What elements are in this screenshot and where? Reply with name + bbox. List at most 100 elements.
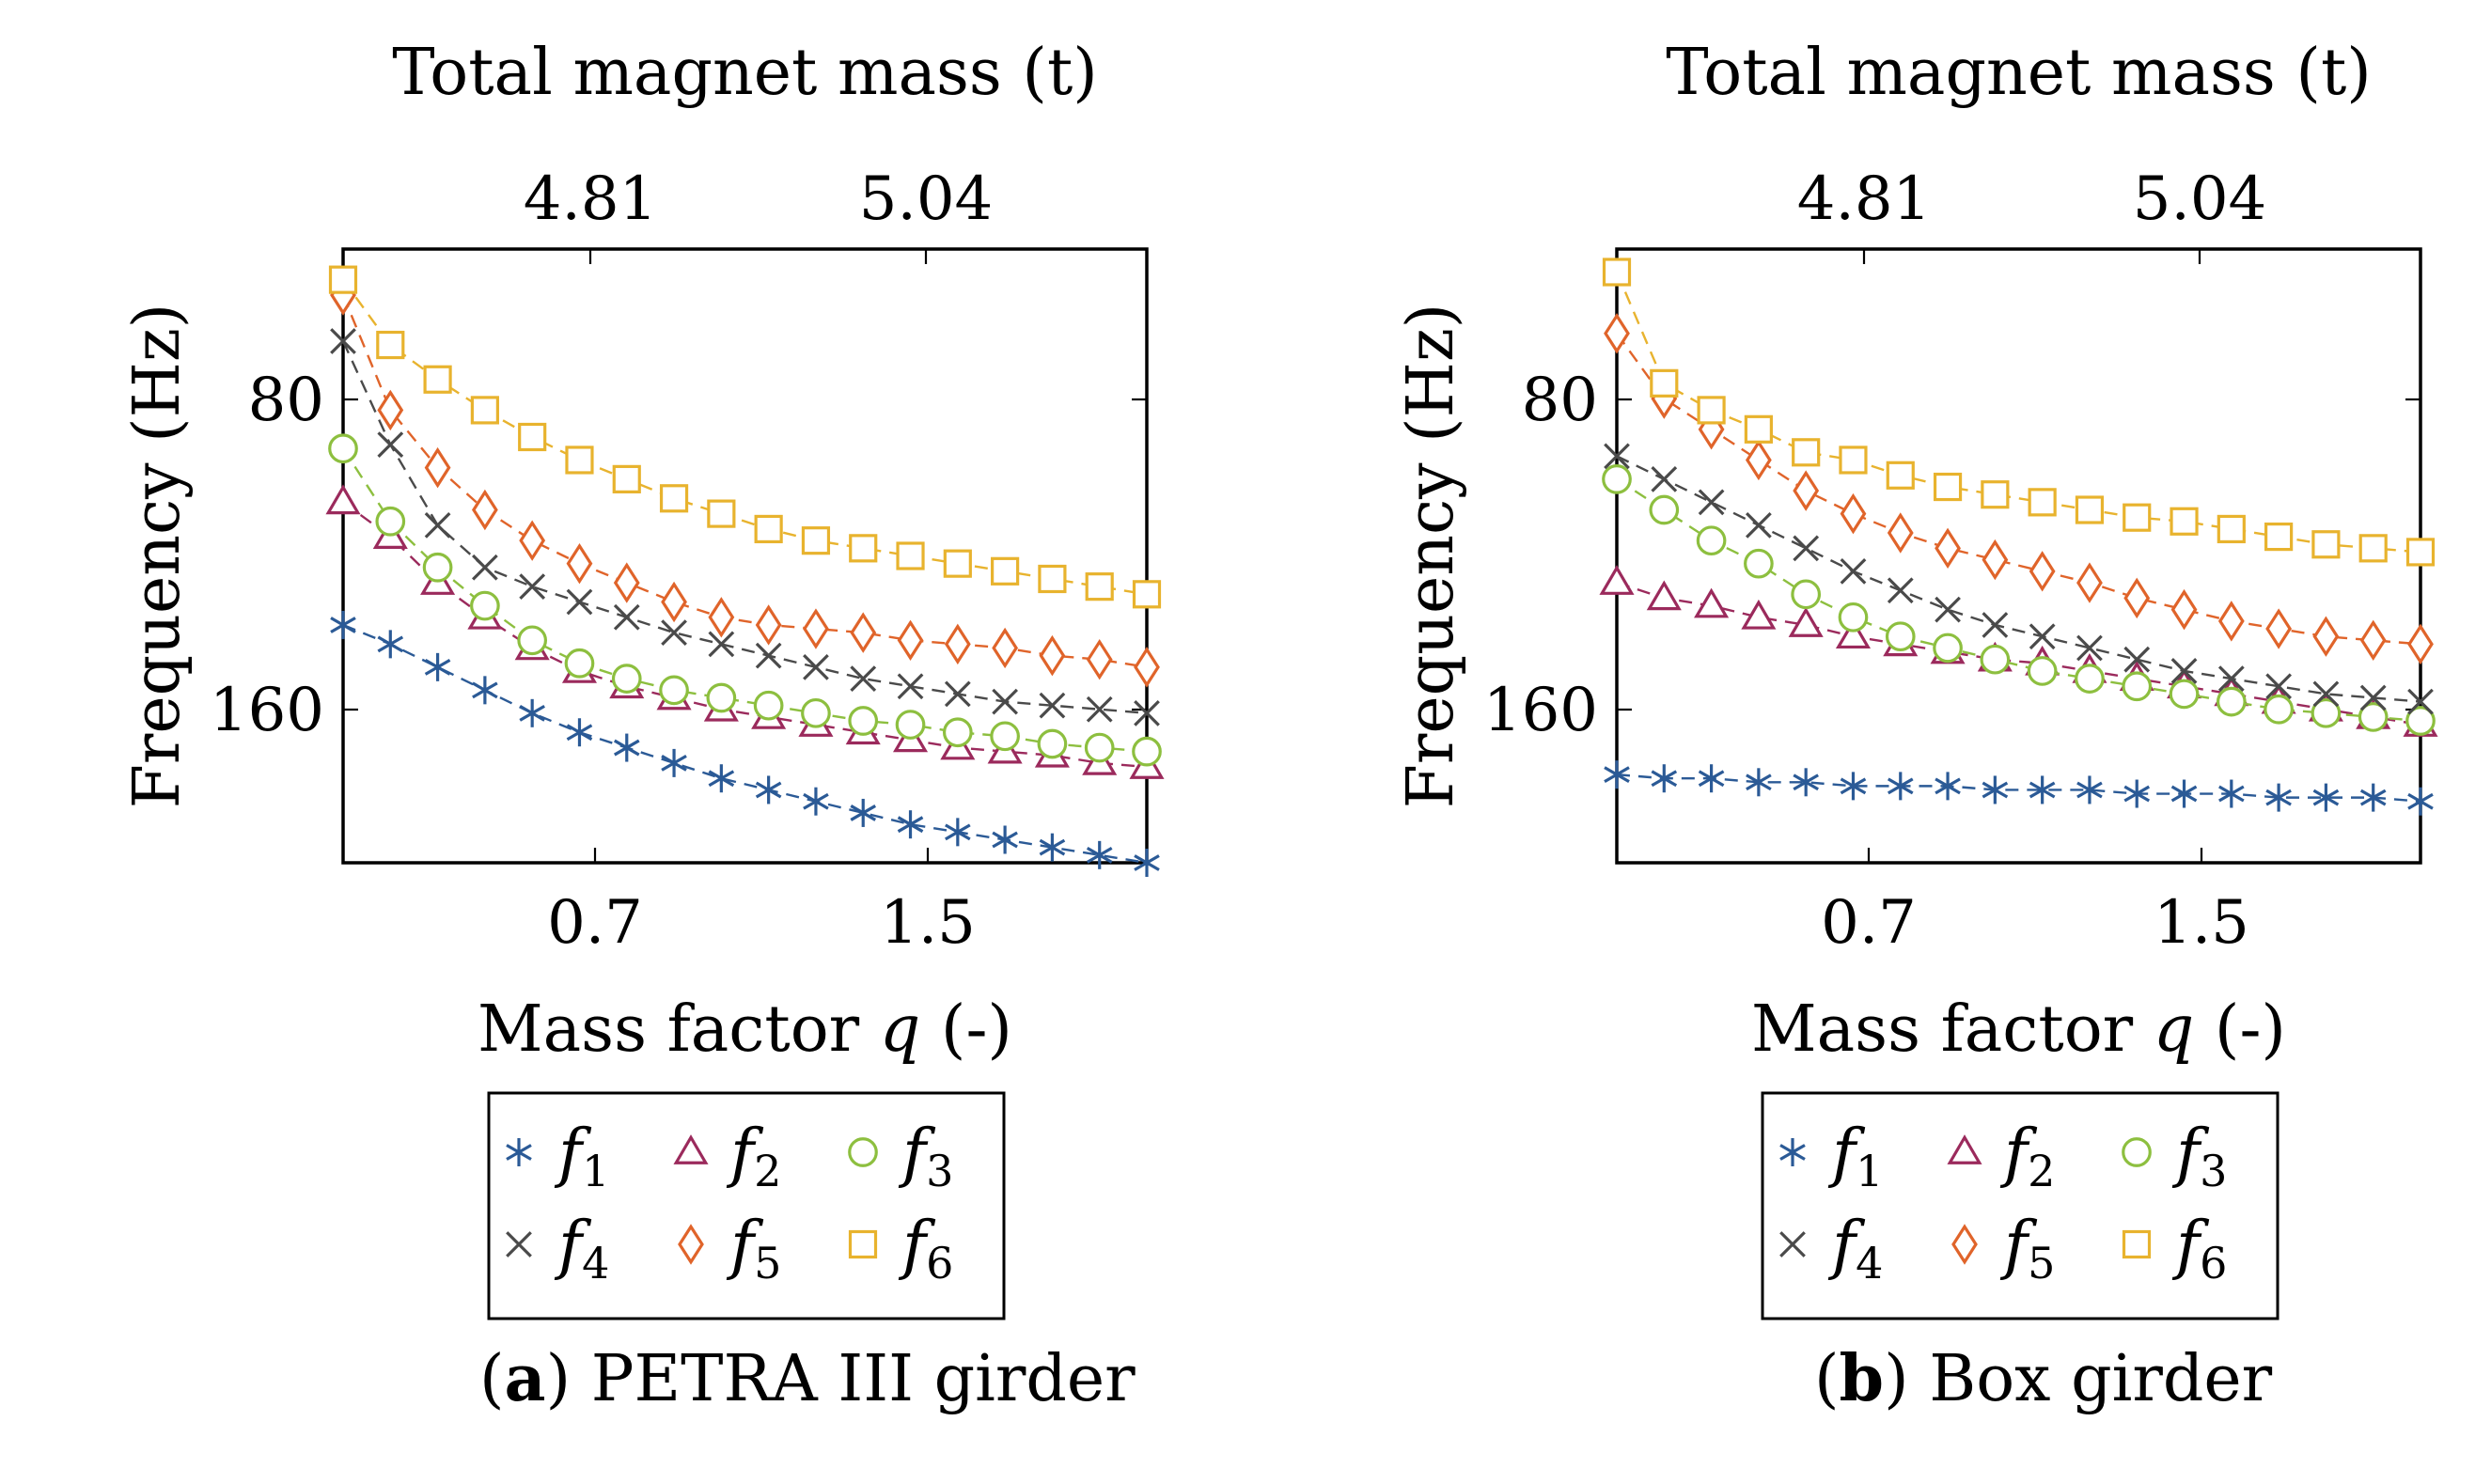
- data-point: [661, 619, 687, 647]
- data-point: [1793, 768, 1819, 797]
- data-point: [2264, 522, 2294, 552]
- series-f5: [1604, 313, 2434, 665]
- data-point: [2358, 702, 2389, 732]
- data-point: [1840, 557, 1867, 585]
- data-point: [613, 562, 640, 603]
- data-point: [1651, 764, 1678, 793]
- y-tick-label: 160: [210, 676, 324, 745]
- data-point: [1744, 414, 1773, 444]
- legend-marker: [1947, 1134, 1982, 1164]
- data-point: [1134, 849, 1160, 877]
- series-f2: [325, 484, 1165, 779]
- data-point: [472, 554, 498, 581]
- data-point: [2407, 688, 2434, 715]
- data-point: [944, 680, 971, 708]
- data-point: [992, 825, 1018, 854]
- data-point: [992, 627, 1019, 669]
- data-point: [2407, 623, 2434, 665]
- series-line: [1616, 773, 2421, 803]
- chart-panel-b: 80 160 0.7 1.5 4.81 5.04 Total magnet mass (t)…: [1394, 36, 2438, 1416]
- data-point: [2311, 530, 2341, 559]
- series-f6: [328, 265, 1162, 609]
- series-f2: [1599, 565, 2438, 737]
- series-f1: [1604, 760, 2434, 816]
- series-line: [1615, 272, 2421, 554]
- data-point: [1745, 439, 1772, 481]
- data-point: [2123, 646, 2151, 673]
- data-point: [566, 718, 593, 747]
- data-point: [566, 542, 593, 585]
- data-point: [1694, 587, 1730, 618]
- data-point: [2169, 679, 2200, 710]
- data-point: [755, 642, 782, 669]
- data-point: [1887, 577, 1914, 604]
- data-point: [470, 396, 499, 425]
- data-point: [1604, 760, 1630, 789]
- data-point: [803, 653, 829, 680]
- data-point: [945, 818, 971, 847]
- data-point: [944, 623, 971, 665]
- data-point: [1084, 732, 1115, 763]
- data-point: [2265, 608, 2293, 649]
- legend-marker: [848, 1137, 878, 1167]
- series-line: [342, 623, 1148, 865]
- data-point: [517, 625, 548, 656]
- data-point: [472, 676, 498, 705]
- legend-box: [1761, 1091, 2280, 1320]
- data-point: [611, 664, 642, 694]
- series-line: [341, 447, 1148, 753]
- x-tick-label: 0.7: [547, 888, 643, 958]
- data-point: [422, 552, 453, 583]
- series-f6: [1602, 258, 2436, 567]
- series-f4: [330, 328, 1160, 726]
- data-point: [1741, 599, 1777, 630]
- legend-marker: [2122, 1229, 2152, 1259]
- data-point: [2029, 775, 2056, 804]
- y-tick-label: 160: [1483, 676, 1598, 745]
- legend-label: f3: [898, 1117, 953, 1196]
- chart-panel-a: 80 160 0.7 1.5 4.81 5.04 Total magnet mass (t)…: [120, 36, 1165, 1416]
- x-axis-title: Mass factor q (-): [1751, 992, 2286, 1067]
- data-point: [1039, 634, 1066, 677]
- data-point: [424, 446, 451, 489]
- data-point: [1887, 772, 1914, 801]
- data-point: [328, 433, 358, 464]
- data-point: [1793, 535, 1820, 562]
- data-point: [1982, 612, 2009, 638]
- data-point: [1980, 644, 2011, 675]
- data-point: [2076, 634, 2103, 662]
- subfigure-caption: (b) Box girder: [1814, 1341, 2273, 1416]
- data-point: [613, 733, 640, 762]
- data-point: [2311, 697, 2342, 728]
- data-point: [2312, 783, 2340, 812]
- data-point: [2359, 783, 2387, 812]
- data-point: [659, 484, 689, 513]
- data-point: [1134, 699, 1160, 726]
- data-point: [661, 748, 687, 777]
- data-point: [1788, 607, 1824, 637]
- y-tick-label: 80: [1522, 366, 1598, 435]
- data-point: [1746, 768, 1772, 797]
- data-point: [1886, 461, 1915, 490]
- data-point: [1602, 258, 1632, 287]
- data-point: [2405, 706, 2436, 736]
- data-point: [1649, 494, 1680, 525]
- data-point: [1650, 368, 1679, 398]
- x-tick-label: 1.5: [880, 888, 976, 958]
- data-point: [897, 619, 924, 662]
- data-point: [754, 514, 783, 544]
- series-line: [341, 294, 1148, 669]
- data-point: [613, 603, 640, 631]
- data-point: [1840, 772, 1867, 801]
- data-point: [708, 631, 735, 658]
- data-point: [2217, 601, 2245, 642]
- data-point: [897, 810, 924, 839]
- top-axis-title: Total magnet mass (t): [392, 36, 1098, 110]
- x2-tick-label: 5.04: [859, 164, 994, 234]
- data-point: [1086, 638, 1113, 680]
- data-point: [1982, 539, 2009, 581]
- data-point: [2170, 658, 2198, 684]
- data-point: [1933, 633, 1963, 664]
- legend-label: f4: [1827, 1209, 1883, 1289]
- data-point: [2217, 514, 2246, 544]
